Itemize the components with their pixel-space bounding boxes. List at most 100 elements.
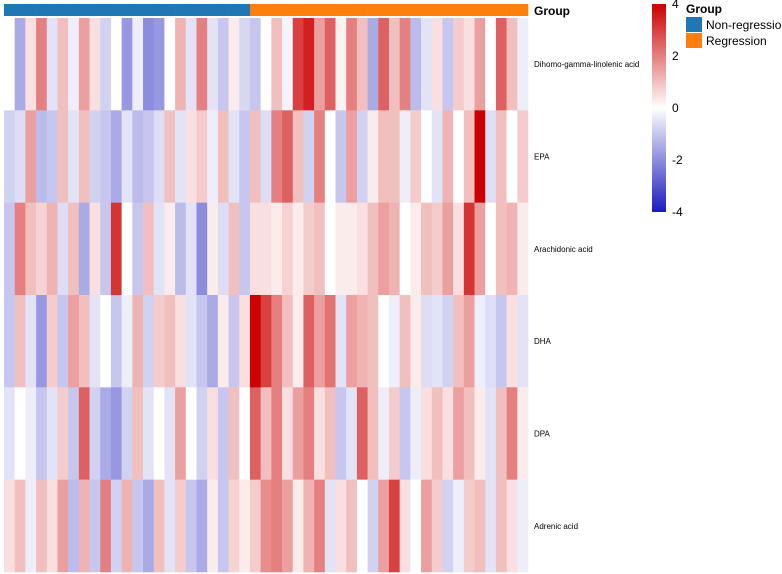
annotation-title: Group [534,4,570,18]
heatmap-cell [25,387,37,480]
heatmap-cell [367,387,379,480]
heatmap-cell [110,295,122,388]
heatmap-cell [442,479,454,573]
annotation-cell-regression [314,4,326,16]
heatmap-cell [196,110,208,203]
annotation-cell-non-regression [57,4,69,16]
heatmap-cell [46,295,58,388]
heatmap-cell [517,110,529,203]
heatmap-cell [485,202,497,296]
heatmap-cell [399,110,411,203]
heatmap-cell [89,110,101,203]
heatmap-cell [399,479,411,573]
heatmap-cell [25,479,37,573]
heatmap-cell [185,479,197,573]
heatmap-cell [25,295,37,388]
annotation-cell-regression [431,4,443,16]
heatmap-cell [378,479,390,573]
heatmap-cell [517,18,529,111]
annotation-cell-non-regression [196,4,208,16]
heatmap-cell [164,387,176,480]
heatmap-cell [271,479,283,573]
annotation-cell-non-regression [14,4,26,16]
annotation-cell-regression [474,4,486,16]
heatmap-cell [4,18,15,111]
heatmap-cell [185,387,197,480]
heatmap-cell [367,110,379,203]
heatmap-cell [46,18,58,111]
heatmap-cell [132,479,144,573]
heatmap-cell [346,295,358,388]
heatmap-cell [442,18,454,111]
heatmap-cell [292,202,304,296]
heatmap-cell [463,202,475,296]
heatmap-cell [132,18,144,111]
heatmap-cell [474,295,486,388]
heatmap-cell [346,202,358,296]
heatmap-cell [36,110,48,203]
heatmap-cell [431,202,443,296]
heatmap-cell [57,479,69,573]
annotation-cell-non-regression [78,4,90,16]
heatmap-cell [517,295,529,388]
heatmap-cell [207,18,219,111]
heatmap-cell [14,110,26,203]
heatmap-cell [292,387,304,480]
heatmap-cell [271,18,283,111]
heatmap-cell [68,110,80,203]
heatmap-cell [314,18,326,111]
heatmap-cell [453,479,465,573]
heatmap-cell [132,387,144,480]
heatmap-cell [388,295,400,388]
heatmap-cell [121,387,133,480]
heatmap-cell [506,202,518,296]
color-scale-tick-label: -4 [672,205,683,219]
heatmap-cell [143,202,155,296]
heatmap-cell [228,202,240,296]
heatmap-cell [153,202,165,296]
heatmap-cell [228,18,240,111]
heatmap-cell [378,387,390,480]
annotation-cell-non-regression [89,4,101,16]
heatmap-cell [207,479,219,573]
heatmap-cell [314,479,326,573]
heatmap-cell [378,18,390,111]
heatmap-cell [4,479,15,573]
heatmap-cell [121,479,133,573]
heatmap-cell [228,295,240,388]
heatmap-cell [143,387,155,480]
heatmap-cell [271,295,283,388]
heatmap-cell [442,295,454,388]
heatmap-cell [314,387,326,480]
heatmap-cell [78,479,90,573]
heatmap-cell [474,110,486,203]
heatmap-cell [453,387,465,480]
heatmap-cell [239,295,251,388]
color-scale-tick-label: 2 [672,49,679,63]
heatmap-cell [346,110,358,203]
row-label: DHA [534,337,552,346]
heatmap-cell [303,202,315,296]
heatmap-cell [4,295,15,388]
heatmap-cell [399,202,411,296]
heatmap-cell [175,202,187,296]
annotation-cell-non-regression [143,4,155,16]
heatmap-cell [36,18,48,111]
heatmap-cell [36,387,48,480]
heatmap-cell [260,110,272,203]
heatmap-cell [495,479,507,573]
heatmap-cell [175,295,187,388]
annotation-cell-non-regression [185,4,197,16]
heatmap-cell [260,202,272,296]
heatmap-cell [474,479,486,573]
heatmap-cell [175,479,187,573]
heatmap-cell [57,387,69,480]
heatmap-cell [388,387,400,480]
heatmap-cell [463,387,475,480]
heatmap-cell [517,202,529,296]
heatmap-cell [89,295,101,388]
heatmap-cell [506,295,518,388]
heatmap-cell [303,479,315,573]
heatmap-cell [346,387,358,480]
heatmap-cell [431,18,443,111]
